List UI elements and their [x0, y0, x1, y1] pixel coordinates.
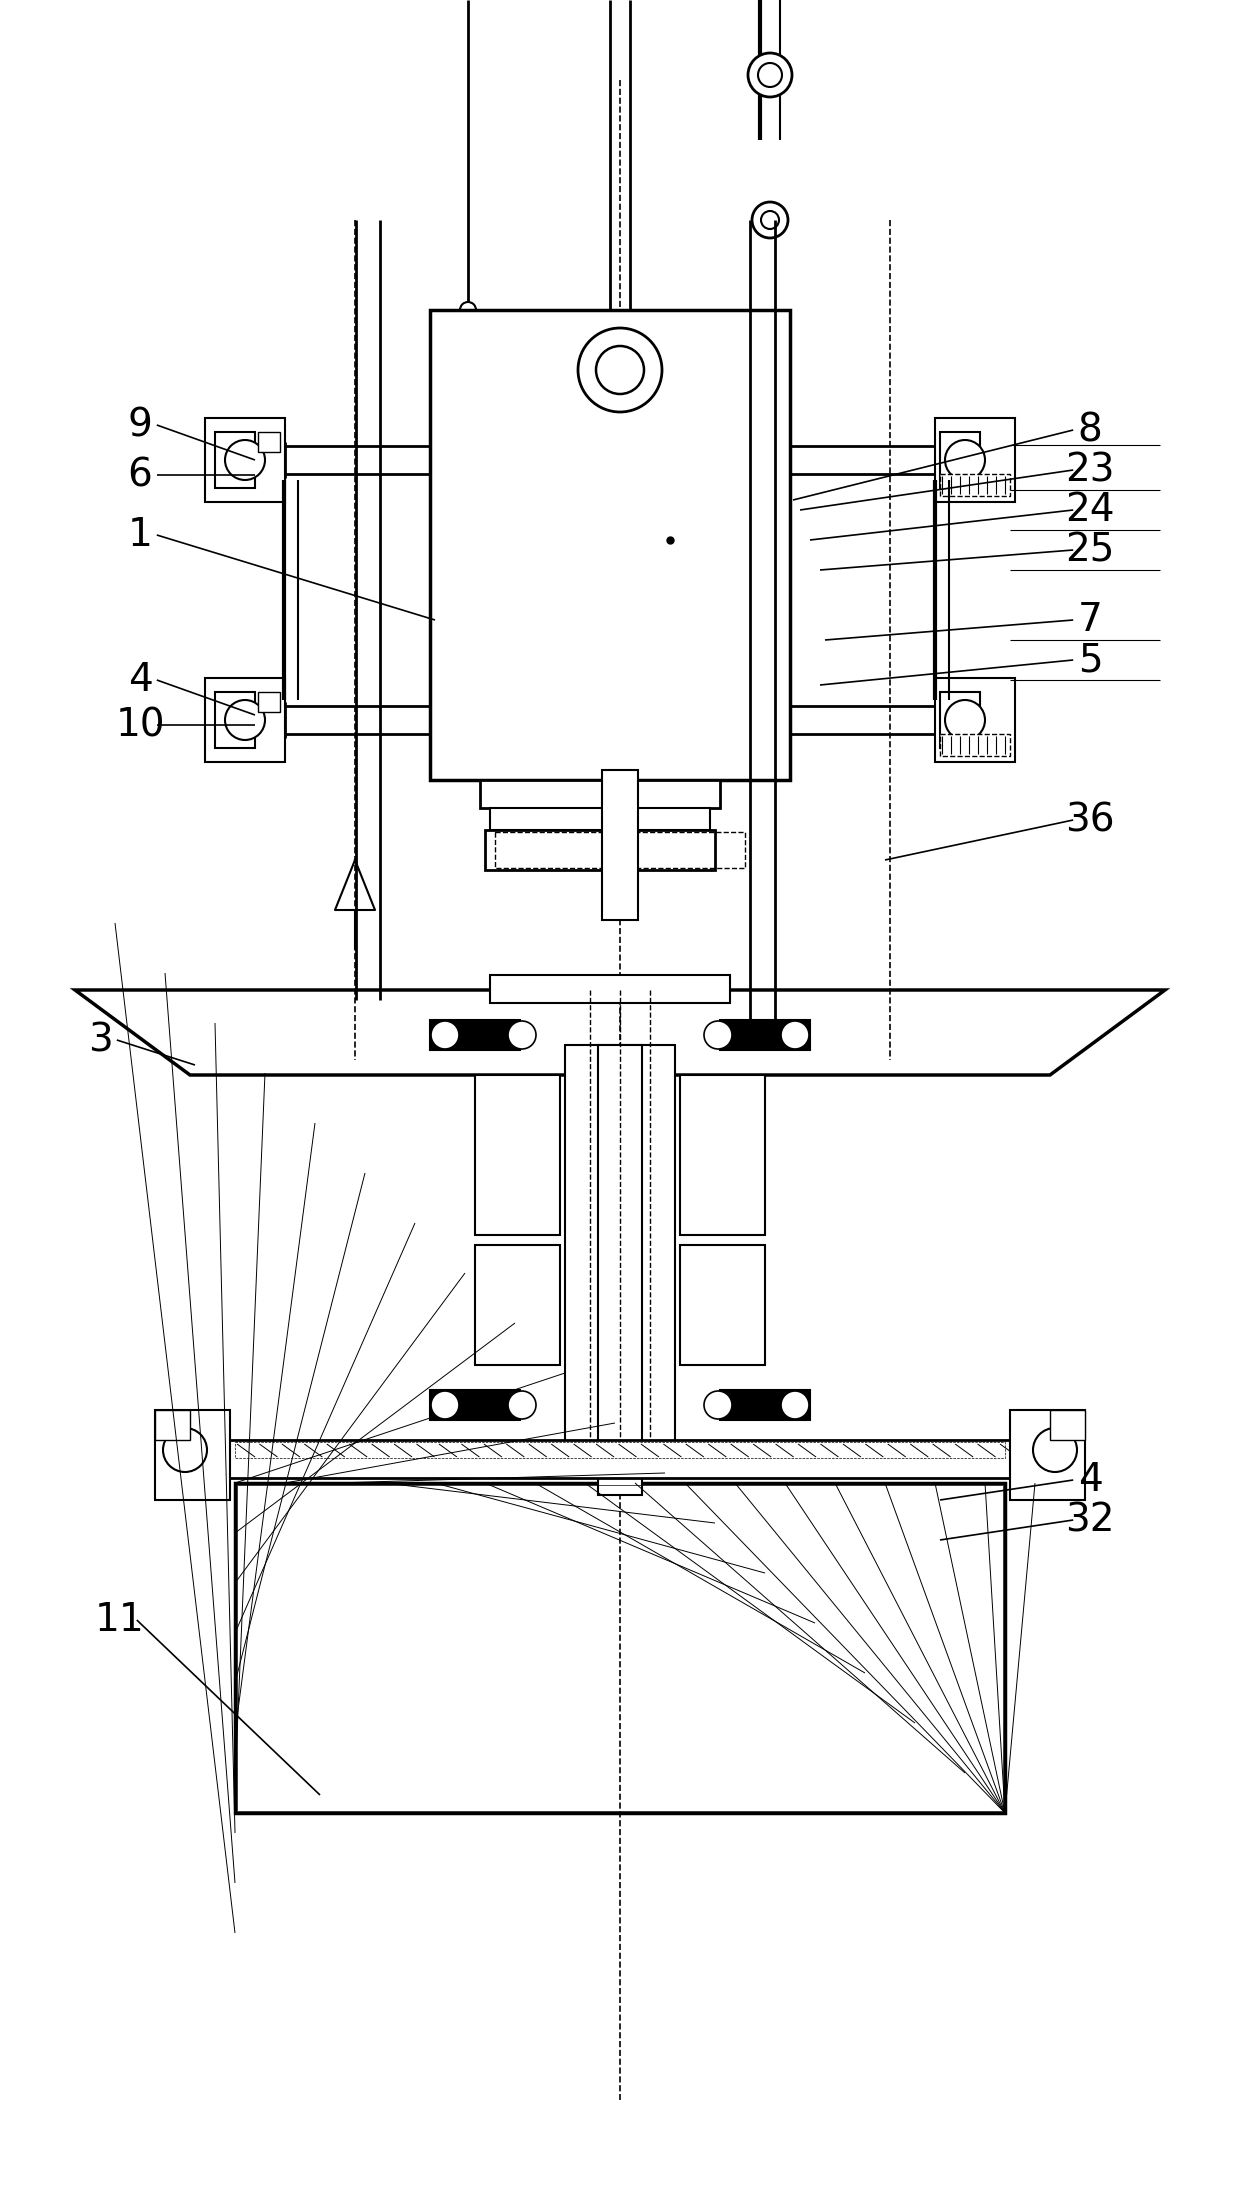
Bar: [1050, 1410, 1085, 1441]
Text: 36: 36: [1065, 802, 1115, 839]
Circle shape: [704, 1021, 732, 1049]
Bar: [475, 1075, 560, 1235]
Bar: [215, 431, 255, 488]
Text: 6: 6: [128, 456, 153, 495]
Text: 8: 8: [1078, 412, 1102, 449]
Circle shape: [596, 346, 644, 394]
Bar: [720, 1391, 810, 1419]
Circle shape: [432, 1391, 459, 1419]
Bar: [601, 771, 639, 920]
Circle shape: [945, 701, 985, 740]
Bar: [940, 692, 980, 749]
Text: 32: 32: [1065, 1500, 1115, 1540]
Text: 10: 10: [115, 705, 165, 745]
Circle shape: [224, 440, 265, 480]
Bar: [490, 975, 730, 1003]
Text: 5: 5: [1078, 642, 1102, 679]
Bar: [680, 1244, 765, 1364]
Text: 25: 25: [1065, 530, 1115, 569]
Bar: [237, 1485, 1003, 1811]
Bar: [495, 832, 745, 867]
Circle shape: [601, 832, 639, 867]
Circle shape: [508, 1021, 536, 1049]
Circle shape: [758, 64, 782, 88]
Bar: [935, 418, 1016, 502]
Circle shape: [224, 701, 265, 740]
Bar: [485, 830, 715, 869]
Circle shape: [704, 1391, 732, 1419]
Text: 4: 4: [1078, 1461, 1102, 1498]
Bar: [475, 1244, 560, 1364]
Bar: [935, 679, 1016, 762]
Circle shape: [432, 1021, 459, 1049]
Bar: [490, 808, 711, 830]
Circle shape: [508, 1391, 536, 1419]
Bar: [155, 1410, 190, 1441]
Bar: [430, 311, 790, 780]
Bar: [940, 473, 1011, 495]
Bar: [258, 692, 280, 712]
Circle shape: [945, 440, 985, 480]
Text: 4: 4: [128, 661, 153, 699]
Text: 24: 24: [1065, 491, 1115, 530]
Bar: [1011, 1410, 1085, 1500]
Text: 1: 1: [128, 517, 153, 554]
Bar: [205, 679, 285, 762]
Bar: [236, 1441, 1004, 1459]
Bar: [680, 1075, 765, 1235]
Bar: [720, 1021, 810, 1049]
Circle shape: [162, 1428, 207, 1472]
Circle shape: [578, 328, 662, 412]
Bar: [565, 1045, 675, 1465]
Circle shape: [761, 210, 779, 230]
Bar: [940, 734, 1011, 756]
Bar: [236, 1483, 1004, 1813]
Bar: [940, 431, 980, 488]
Text: 23: 23: [1065, 451, 1115, 488]
Text: 7: 7: [1078, 600, 1102, 639]
Bar: [480, 780, 720, 808]
Bar: [205, 418, 285, 502]
Circle shape: [460, 302, 476, 318]
Bar: [258, 431, 280, 451]
Polygon shape: [74, 990, 1166, 1075]
Bar: [430, 1021, 520, 1049]
Bar: [155, 1410, 229, 1500]
Text: 9: 9: [128, 405, 153, 445]
Circle shape: [781, 1391, 808, 1419]
Bar: [598, 1045, 642, 1496]
Circle shape: [1033, 1428, 1078, 1472]
Circle shape: [751, 201, 787, 239]
Bar: [215, 692, 255, 749]
Circle shape: [748, 53, 792, 96]
Bar: [219, 1441, 1021, 1478]
Text: 3: 3: [88, 1021, 113, 1060]
Circle shape: [781, 1021, 808, 1049]
Text: 11: 11: [95, 1601, 145, 1638]
Bar: [430, 1391, 520, 1419]
